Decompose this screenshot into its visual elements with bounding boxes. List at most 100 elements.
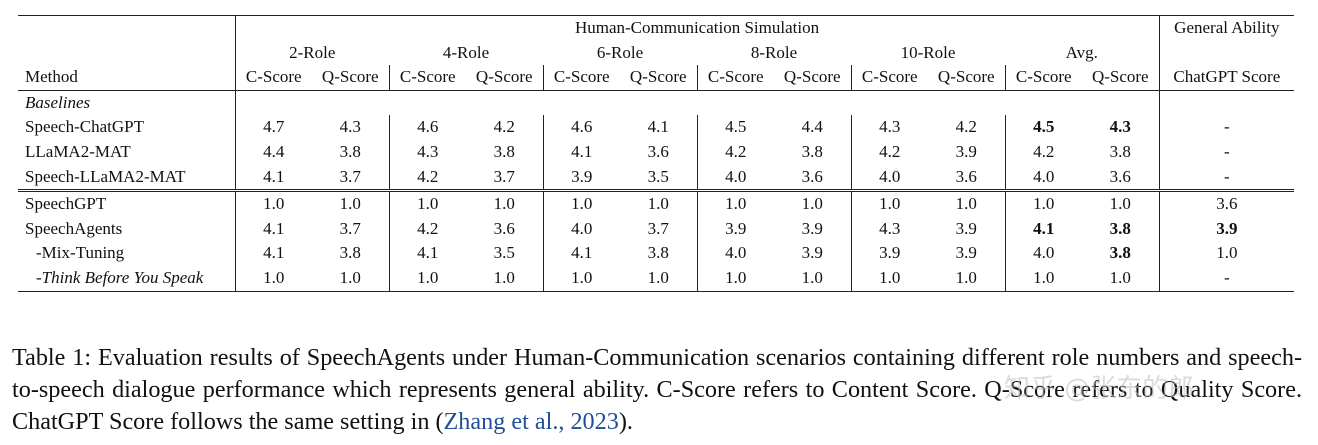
score-cell: 4.1 bbox=[542, 139, 620, 165]
table-row: Speech-ChatGPT 4.7 4.3 4.6 4.2 4.6 4.1 4.5 4.4 4.… bbox=[18, 115, 1295, 140]
score-cell: 4.3 bbox=[388, 139, 466, 165]
score-cell: 4.4 bbox=[801, 117, 823, 137]
score-cell: 1.0 bbox=[620, 189, 697, 217]
score-cell: 1.0 bbox=[1082, 265, 1160, 292]
score-cell: 4.2 bbox=[493, 117, 515, 137]
score-cell: 4.1 bbox=[542, 241, 620, 266]
score-cell: 4.1 bbox=[234, 216, 312, 242]
score-cell: 3.9 bbox=[801, 218, 823, 238]
c-score-header: C-Score bbox=[542, 65, 620, 91]
score-cell: 3.9 bbox=[1158, 216, 1295, 242]
score-cell: 4.1 bbox=[1004, 216, 1082, 242]
results-table: Human-Communication Simulation General A… bbox=[18, 14, 1295, 292]
chatgpt-score-header: ChatGPT Score bbox=[1158, 65, 1295, 91]
score-cell: 4.1 bbox=[234, 241, 312, 266]
score-cell: 3.8 bbox=[339, 141, 361, 161]
score-cell: 4.0 bbox=[850, 164, 928, 191]
score-cell: 3.9 bbox=[955, 243, 977, 263]
q-score-header: Q-Score bbox=[783, 67, 841, 87]
role-header-10: 10-Role bbox=[900, 42, 956, 62]
q-score-header: Q-Score bbox=[321, 67, 379, 87]
score-cell: - bbox=[1158, 265, 1295, 292]
score-cell: 4.0 bbox=[1004, 241, 1082, 266]
score-cell: 3.8 bbox=[647, 243, 669, 263]
score-cell: 1.0 bbox=[1082, 189, 1160, 217]
score-cell: 4.0 bbox=[542, 216, 620, 242]
role-header-8: 8-Role bbox=[750, 42, 798, 62]
score-cell: 4.1 bbox=[388, 241, 466, 266]
c-score-header: C-Score bbox=[696, 65, 774, 91]
score-cell: 3.6 bbox=[955, 166, 977, 186]
score-cell: 3.6 bbox=[647, 141, 669, 161]
method-cell: SpeechAgents bbox=[25, 218, 123, 238]
c-score-header: C-Score bbox=[388, 65, 466, 91]
score-cell: 4.2 bbox=[850, 139, 928, 165]
table-row: SpeechGPT 1.0 1.0 1.0 1.0 1.0 1.0 1.0 1.0 1.0 1.0 1… bbox=[18, 189, 1295, 217]
score-cell: 4.1 bbox=[647, 117, 669, 137]
score-cell: 4.7 bbox=[234, 115, 312, 140]
score-cell: 3.6 bbox=[801, 166, 823, 186]
score-cell: 1.0 bbox=[312, 189, 389, 217]
c-score-header: C-Score bbox=[850, 65, 928, 91]
score-cell: 1.0 bbox=[234, 189, 312, 217]
score-cell: 4.0 bbox=[696, 164, 774, 191]
general-ability-header: General Ability bbox=[1158, 14, 1295, 41]
score-cell: 4.0 bbox=[696, 241, 774, 266]
table-caption: Table 1: Evaluation results of SpeechAge… bbox=[12, 344, 1302, 435]
score-cell: 1.0 bbox=[466, 265, 543, 292]
score-cell: 4.6 bbox=[542, 115, 620, 140]
score-cell: 3.7 bbox=[493, 166, 515, 186]
c-score-header: C-Score bbox=[234, 65, 312, 91]
table-row: LLaMA2-MAT 4.4 3.8 4.3 3.8 4.1 3.6 4.2 3.8 4.2 3.9… bbox=[18, 139, 1295, 165]
score-cell: 1.0 bbox=[542, 189, 620, 217]
score-cell: - bbox=[1158, 139, 1295, 165]
q-score-header: Q-Score bbox=[475, 67, 533, 87]
score-cell: 3.7 bbox=[339, 218, 361, 238]
score-cell: 3.5 bbox=[493, 243, 515, 263]
score-cell: 4.0 bbox=[1004, 164, 1082, 191]
score-cell: 1.0 bbox=[928, 189, 1005, 217]
c-score-header: C-Score bbox=[1004, 65, 1082, 91]
role-header-2: 2-Role bbox=[289, 42, 336, 62]
score-cell: 3.6 bbox=[1109, 166, 1131, 186]
caption-end: ). bbox=[618, 408, 633, 435]
group-header: Human-Communication Simulation bbox=[234, 14, 1160, 41]
method-cell: Speech-ChatGPT bbox=[25, 117, 144, 137]
score-cell: - bbox=[1158, 115, 1295, 140]
score-cell: 1.0 bbox=[466, 189, 543, 217]
citation-link[interactable]: Zhang et al., 2023 bbox=[443, 408, 619, 435]
q-score-header: Q-Score bbox=[1091, 67, 1149, 87]
score-cell: 1.0 bbox=[388, 265, 466, 292]
score-cell: 3.7 bbox=[339, 166, 361, 186]
score-cell: 1.0 bbox=[1004, 265, 1082, 292]
score-cell: 4.2 bbox=[955, 117, 977, 137]
score-cell: 3.8 bbox=[493, 141, 515, 161]
caption-text: Table 1: Evaluation results of SpeechAge… bbox=[12, 344, 1302, 435]
score-cell: 4.6 bbox=[388, 115, 466, 140]
score-cell: 3.7 bbox=[647, 218, 669, 238]
role-header-6: 6-Role bbox=[596, 42, 644, 62]
score-cell: 3.6 bbox=[493, 218, 515, 238]
score-cell: 4.1 bbox=[234, 164, 312, 191]
score-cell: 1.0 bbox=[928, 265, 1005, 292]
score-cell: 4.5 bbox=[696, 115, 774, 140]
score-cell: 4.2 bbox=[696, 139, 774, 165]
score-cell: 4.4 bbox=[234, 139, 312, 165]
score-cell: 3.8 bbox=[1109, 141, 1131, 161]
score-cell: 1.0 bbox=[542, 265, 620, 292]
score-cell: 3.8 bbox=[1109, 243, 1131, 263]
method-header: Method bbox=[25, 67, 78, 87]
score-cell: 4.3 bbox=[850, 216, 928, 242]
score-cell: - bbox=[1158, 164, 1295, 191]
score-cell: 4.2 bbox=[1004, 139, 1082, 165]
method-cell: LLaMA2-MAT bbox=[25, 141, 131, 161]
section-baselines: Baselines bbox=[18, 89, 235, 116]
score-cell: 4.2 bbox=[388, 164, 466, 191]
score-cell: 1.0 bbox=[774, 265, 851, 292]
score-cell: 4.3 bbox=[850, 115, 928, 140]
q-score-header: Q-Score bbox=[629, 67, 687, 87]
role-header-avg: Avg. bbox=[1065, 42, 1098, 62]
score-cell: 3.9 bbox=[850, 241, 928, 266]
method-cell: -Think Before You Speak bbox=[18, 265, 235, 292]
score-cell: 1.0 bbox=[850, 265, 928, 292]
